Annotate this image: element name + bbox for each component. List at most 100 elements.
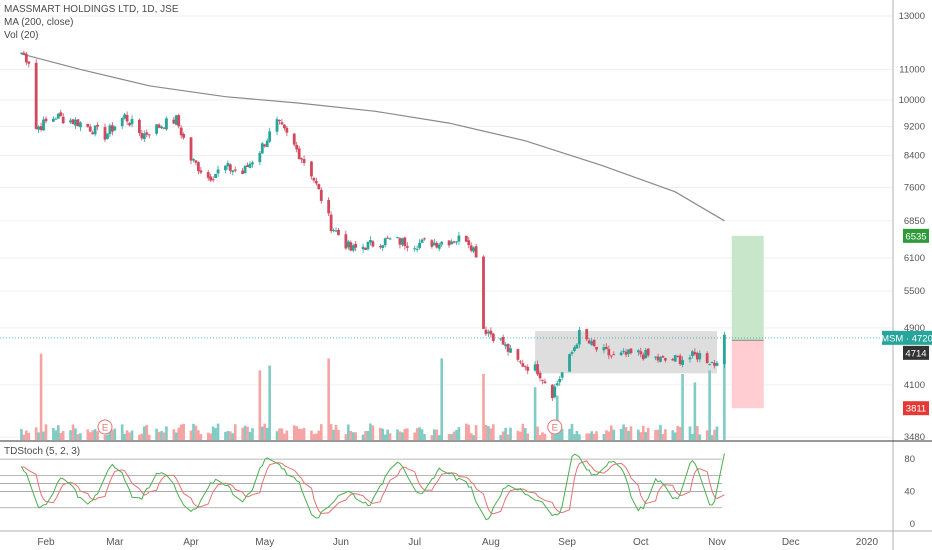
candle-body	[278, 120, 281, 122]
candle-body	[538, 372, 542, 379]
volume-bar	[506, 434, 510, 440]
volume-bar	[268, 365, 271, 440]
volume-bar	[27, 432, 31, 440]
volume-bar	[315, 433, 318, 440]
volume-bar	[605, 430, 608, 440]
candle-body	[369, 240, 372, 243]
candle-body	[691, 351, 694, 357]
osc-k-line	[20, 453, 725, 521]
candle-body	[688, 357, 692, 360]
volume-bar	[334, 424, 338, 440]
candle-body	[403, 237, 407, 246]
candle-body	[698, 353, 702, 360]
candle-body	[157, 124, 161, 128]
volume-bar	[263, 423, 267, 440]
volume-bar	[437, 435, 441, 440]
volume-bar	[705, 430, 709, 440]
x-tick-label: Aug	[482, 537, 500, 548]
volume-bar	[629, 426, 633, 440]
osc-y-tick-label: 0	[910, 519, 915, 530]
entry-price-badge-bg	[903, 345, 929, 360]
volume-bar	[622, 424, 625, 440]
volume-bar	[592, 433, 596, 440]
x-tick-label: Mar	[106, 537, 124, 548]
candle-body	[437, 244, 441, 249]
volume-bar	[401, 432, 404, 440]
candle-body	[22, 52, 26, 55]
volume-bar	[383, 434, 387, 440]
volume-bar	[587, 433, 591, 440]
x-tick-label: Sep	[558, 537, 576, 548]
volume-bar	[280, 428, 284, 440]
volume-bar	[332, 429, 335, 440]
candle-body	[678, 355, 682, 364]
candle-body	[499, 338, 503, 340]
candle-body	[371, 241, 375, 247]
volume-bar	[59, 433, 63, 440]
volume-bar	[388, 433, 392, 440]
volume-bar	[229, 431, 232, 440]
volume-bar	[312, 434, 316, 440]
candle-body	[130, 118, 134, 125]
volume-bar	[413, 432, 416, 440]
y-tick-label: 10000	[899, 95, 925, 106]
volume-bar	[206, 432, 210, 440]
candle-body	[76, 119, 80, 127]
ma-200-line	[21, 53, 725, 222]
candle-body	[302, 159, 306, 163]
volume-bar	[246, 426, 249, 440]
candle-body	[361, 246, 365, 250]
volume-bar	[88, 432, 92, 440]
volume-bar	[143, 426, 146, 440]
candle-body	[280, 122, 284, 125]
candle-body	[627, 349, 630, 354]
volume-bar	[302, 427, 306, 440]
volume-bar	[691, 433, 694, 440]
current-price-badge-bg	[882, 330, 932, 345]
volume-bar	[570, 423, 574, 440]
candle-body	[349, 242, 353, 251]
volume-bar	[560, 428, 564, 440]
candle-body	[246, 165, 249, 167]
candle-body	[145, 132, 149, 135]
volume-bar	[487, 426, 490, 440]
candle-body	[575, 344, 579, 349]
candle-body	[268, 131, 272, 142]
candle-body	[51, 118, 55, 122]
candle-body	[182, 133, 186, 138]
candle-body	[693, 352, 697, 355]
volume-bar	[371, 425, 375, 440]
volume-bar	[128, 432, 131, 440]
candle-body	[337, 229, 340, 236]
candle-body	[659, 357, 662, 362]
volume-bar	[224, 431, 227, 440]
candle-body	[263, 144, 267, 147]
volume-bar	[199, 434, 203, 440]
volume-bar	[420, 429, 424, 440]
candle-body	[455, 241, 458, 243]
candle-body	[86, 123, 90, 127]
y-tick-label: 13000	[899, 11, 925, 22]
volume-bar	[93, 429, 97, 440]
volume-bar	[197, 430, 200, 440]
volume-bar	[283, 433, 286, 440]
candle-body	[292, 133, 296, 145]
oscillator-legend: TDStoch (5, 2, 3)	[4, 446, 81, 457]
y-tick-label: 9200	[904, 122, 925, 133]
candle-body	[128, 123, 131, 126]
volume-bar	[258, 370, 262, 440]
candle-body	[160, 126, 163, 129]
candle-body	[327, 200, 331, 214]
candle-body	[516, 349, 520, 360]
candle-body	[231, 170, 235, 173]
candle-body	[59, 112, 63, 116]
volume-bar	[553, 434, 557, 440]
candle-body	[137, 119, 141, 134]
candle-body	[467, 240, 471, 246]
volume-bar	[91, 430, 94, 440]
earnings-marker-label: E	[102, 423, 108, 434]
candle-body	[251, 162, 254, 165]
volume-bar	[354, 432, 357, 440]
candle-body	[526, 367, 530, 371]
